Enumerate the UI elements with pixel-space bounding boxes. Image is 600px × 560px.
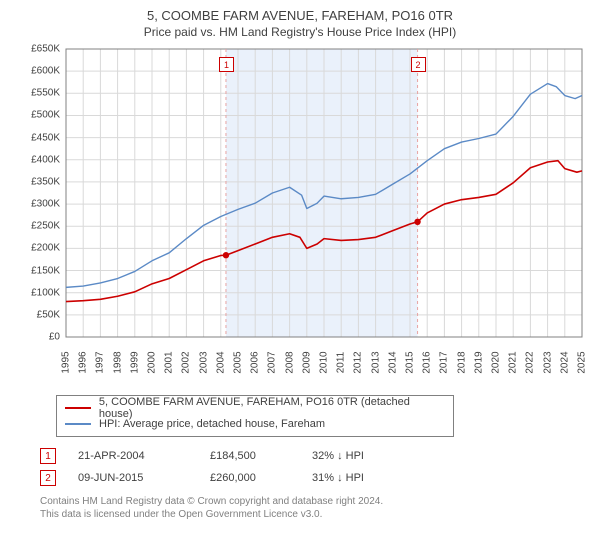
- sale-marker-1: 1: [40, 448, 56, 464]
- x-axis-tick-label: 2009: [301, 351, 312, 373]
- sale-date: 09-JUN-2015: [78, 472, 188, 484]
- x-axis-tick-label: 2016: [422, 351, 433, 373]
- x-axis-tick-label: 2011: [336, 352, 347, 374]
- sale-price: £184,500: [210, 450, 290, 462]
- y-axis-tick-label: £550K: [31, 88, 60, 99]
- x-axis-tick-label: 1995: [61, 351, 72, 373]
- y-axis-tick-label: £300K: [31, 199, 60, 210]
- y-axis-tick-label: £200K: [31, 243, 60, 254]
- x-axis-tick-label: 2012: [353, 351, 364, 373]
- sale-marker-2: 2: [40, 470, 56, 486]
- y-axis-tick-label: £350K: [31, 176, 60, 187]
- x-axis-tick-label: 2022: [525, 351, 536, 373]
- x-axis-tick-label: 1998: [112, 351, 123, 373]
- x-axis-tick-label: 2015: [405, 351, 416, 373]
- chart-title-sub: Price paid vs. HM Land Registry's House …: [10, 25, 590, 39]
- x-axis-tick-label: 1996: [78, 351, 89, 373]
- y-axis-tick-label: £50K: [37, 309, 60, 320]
- y-axis-tick-label: £650K: [31, 44, 60, 55]
- sale-row: 1 21-APR-2004 £184,500 32% ↓ HPI: [40, 445, 590, 467]
- legend-item-property: 5, COOMBE FARM AVENUE, FAREHAM, PO16 0TR…: [65, 400, 445, 416]
- y-axis-tick-label: £400K: [31, 154, 60, 165]
- y-axis-tick-label: £0: [49, 332, 60, 343]
- x-axis-tick-label: 2002: [181, 351, 192, 373]
- price-chart: [10, 45, 590, 375]
- x-axis-tick-label: 2008: [284, 351, 295, 373]
- chart-container: £0 £50K £100K £150K £200K £250K £300K £350K £400…: [10, 45, 590, 385]
- x-axis-tick-label: 2005: [233, 351, 244, 373]
- x-axis-tick-label: 2000: [147, 351, 158, 373]
- chart-sale-marker: 1: [219, 57, 234, 72]
- x-axis-tick-label: 2006: [250, 351, 261, 373]
- x-axis-tick-label: 2014: [387, 351, 398, 373]
- x-axis-tick-label: 2001: [164, 351, 175, 373]
- sale-price: £260,000: [210, 472, 290, 484]
- chart-title-address: 5, COOMBE FARM AVENUE, FAREHAM, PO16 0TR: [10, 8, 590, 23]
- x-axis-tick-label: 1997: [95, 351, 106, 373]
- y-axis-tick-label: £600K: [31, 66, 60, 77]
- x-axis-tick-label: 2023: [542, 351, 553, 373]
- sale-vs-hpi: 31% ↓ HPI: [312, 472, 422, 484]
- legend-label-hpi: HPI: Average price, detached house, Fare…: [99, 418, 325, 430]
- x-axis-tick-label: 2010: [319, 351, 330, 373]
- x-axis-tick-label: 2020: [491, 351, 502, 373]
- y-axis-tick-label: £250K: [31, 221, 60, 232]
- attribution-line: Contains HM Land Registry data © Crown c…: [40, 495, 590, 508]
- legend-swatch-property: [65, 407, 91, 409]
- x-axis-tick-label: 2019: [473, 351, 484, 373]
- attribution-line: This data is licensed under the Open Gov…: [40, 508, 590, 521]
- y-axis-tick-label: £150K: [31, 265, 60, 276]
- x-axis-tick-label: 2003: [198, 351, 209, 373]
- x-axis-tick-label: 2007: [267, 351, 278, 373]
- x-axis-tick-label: 2017: [439, 351, 450, 373]
- x-axis-tick-label: 2018: [456, 351, 467, 373]
- y-axis-tick-label: £450K: [31, 132, 60, 143]
- y-axis-tick-label: £100K: [31, 287, 60, 298]
- y-axis-tick-label: £500K: [31, 110, 60, 121]
- x-axis-tick-label: 2013: [370, 351, 381, 373]
- legend: 5, COOMBE FARM AVENUE, FAREHAM, PO16 0TR…: [56, 395, 454, 437]
- x-axis-tick-label: 2024: [559, 351, 570, 373]
- legend-swatch-hpi: [65, 423, 91, 425]
- x-axis-tick-label: 2025: [577, 351, 588, 373]
- sale-vs-hpi: 32% ↓ HPI: [312, 450, 422, 462]
- data-attribution: Contains HM Land Registry data © Crown c…: [40, 495, 590, 521]
- legend-label-property: 5, COOMBE FARM AVENUE, FAREHAM, PO16 0TR…: [99, 396, 445, 420]
- x-axis-tick-label: 2004: [215, 351, 226, 373]
- sale-date: 21-APR-2004: [78, 450, 188, 462]
- sale-row: 2 09-JUN-2015 £260,000 31% ↓ HPI: [40, 467, 590, 489]
- chart-sale-marker: 2: [411, 57, 426, 72]
- x-axis-tick-label: 2021: [508, 351, 519, 373]
- x-axis-tick-label: 1999: [129, 351, 140, 373]
- sales-table: 1 21-APR-2004 £184,500 32% ↓ HPI 2 09-JU…: [40, 445, 590, 489]
